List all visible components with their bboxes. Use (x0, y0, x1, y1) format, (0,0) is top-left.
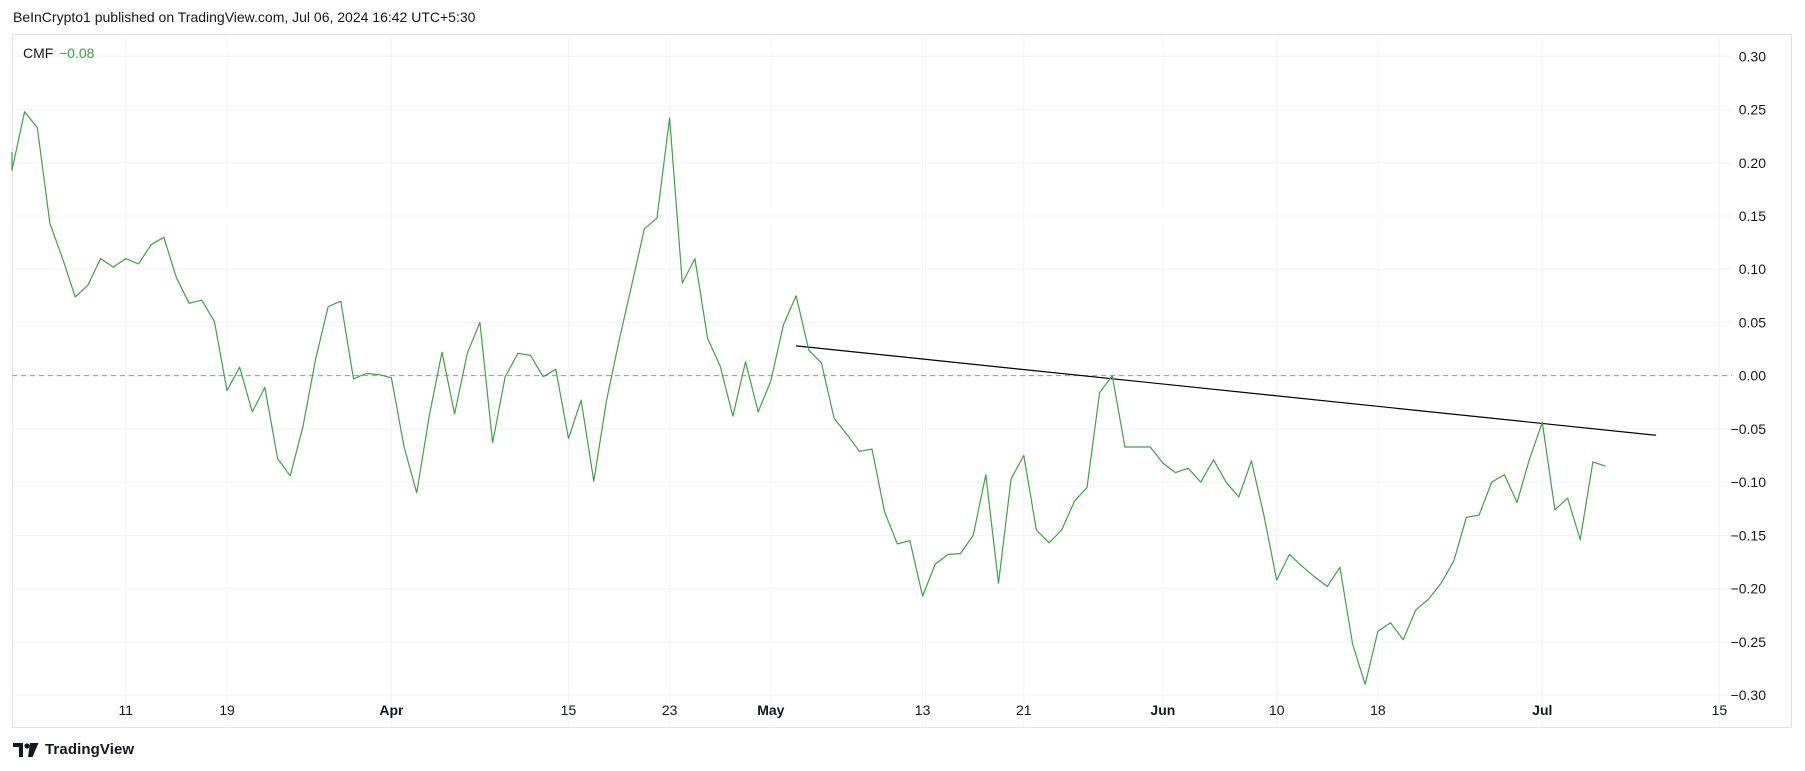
y-tick-label: 0.20 (1739, 155, 1766, 171)
y-tick-label: 0.30 (1739, 48, 1766, 64)
y-axis[interactable]: 0.30 0.25 0.20 0.15 0.10 0.05 0.00 −0.05 −0.10 −0… (1731, 48, 1767, 703)
x-tick-label: 21 (1016, 702, 1032, 718)
publish-header: BeInCrypto1 published on TradingView.com… (13, 9, 476, 25)
y-tick-label: −0.30 (1731, 687, 1767, 703)
x-tick-label: 11 (119, 702, 134, 718)
y-tick-label: 0.25 (1739, 102, 1766, 118)
cmf-series-line (11, 111, 1606, 686)
x-tick-label: Jun (1150, 702, 1175, 718)
x-tick-label: Apr (379, 702, 404, 718)
x-tick-label: 18 (1370, 702, 1386, 718)
x-tick-label: 15 (1712, 702, 1728, 718)
x-axis[interactable]: 11 19 Apr 15 23 May 13 21 Jun 10 18 Jul 15 (119, 702, 1728, 718)
legend: CMF −0.08 (23, 45, 95, 61)
x-tick-label: 19 (219, 702, 235, 718)
tradingview-brand: TradingView (45, 741, 135, 758)
tradingview-footer[interactable]: TradingView (13, 741, 134, 758)
legend-indicator-name: CMF (23, 45, 53, 61)
tradingview-logo-icon (13, 742, 39, 757)
legend-indicator-value: −0.08 (59, 45, 95, 61)
x-tick-label: 10 (1269, 702, 1285, 718)
y-tick-label: −0.05 (1731, 421, 1767, 437)
x-tick-label: 23 (662, 702, 678, 718)
x-tick-label: May (757, 702, 784, 718)
y-tick-label: 0.15 (1739, 208, 1766, 224)
y-tick-label: 0.05 (1739, 314, 1766, 330)
y-tick-label: 0.00 (1739, 368, 1766, 384)
x-tick-label: 15 (561, 702, 577, 718)
y-tick-label: −0.25 (1731, 634, 1767, 650)
x-tick-label: 13 (915, 702, 931, 718)
grid-layer (12, 35, 1732, 727)
y-tick-label: 0.10 (1739, 261, 1766, 277)
trendline[interactable] (796, 345, 1657, 436)
chart-pane-border (12, 34, 1792, 728)
y-tick-label: −0.15 (1731, 527, 1767, 543)
y-tick-label: −0.20 (1731, 581, 1767, 597)
y-tick-label: −0.10 (1731, 474, 1767, 490)
x-tick-label: Jul (1532, 702, 1552, 718)
